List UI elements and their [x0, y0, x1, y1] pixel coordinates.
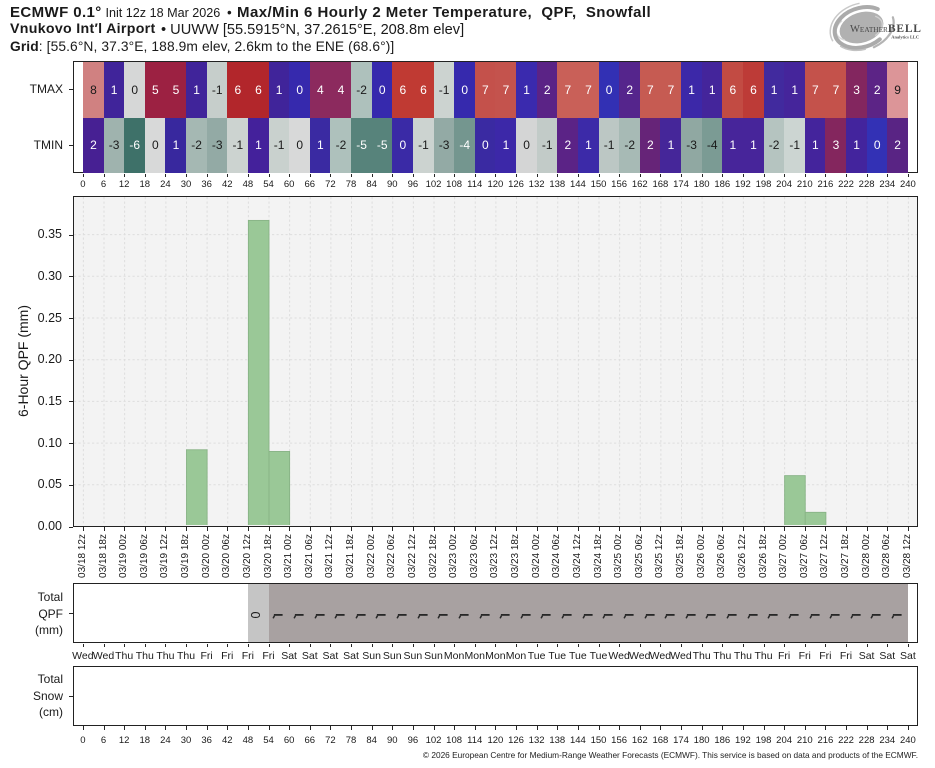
- svg-text:WEATHERBELL: WEATHERBELL: [850, 23, 922, 35]
- svg-text:Analytics LLC: Analytics LLC: [891, 35, 919, 40]
